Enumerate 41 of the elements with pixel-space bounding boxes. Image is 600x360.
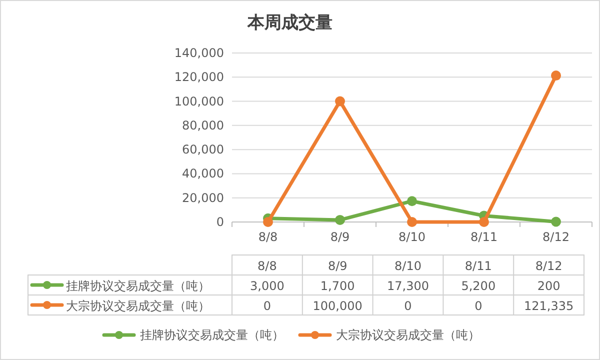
category-label: 8/9 (328, 259, 348, 273)
y-tick-label: 80,000 (182, 118, 224, 132)
y-tick-label: 120,000 (174, 70, 224, 84)
y-tick-label: 140,000 (174, 46, 224, 60)
data-label: 200 (537, 279, 560, 293)
y-tick-label: 40,000 (182, 166, 224, 181)
text: 大宗协议交易成交量（吨） (336, 328, 480, 342)
point (407, 217, 417, 227)
text: 挂牌协议交易成交量（吨） (140, 328, 284, 342)
point (551, 70, 561, 81)
x-tick-label: 8/12 (542, 230, 570, 244)
point (263, 217, 273, 227)
category-label: 8/10 (394, 259, 422, 273)
point (335, 96, 345, 106)
legend-label: 大宗协议交易成交量（吨） (66, 299, 210, 313)
data-label: 121,335 (524, 299, 574, 313)
legend-label: 挂牌协议交易成交量（吨） (66, 279, 210, 293)
data-label: 1,700 (320, 279, 355, 293)
data-label: 5,200 (461, 279, 496, 293)
data-label: 17,300 (387, 279, 429, 293)
category-label: 8/11 (464, 259, 492, 273)
data-label: 0 (404, 299, 412, 313)
y-tick-label: 60,000 (182, 142, 224, 157)
category-label: 8/12 (535, 259, 562, 273)
point (335, 214, 345, 225)
data-label: 0 (474, 299, 482, 313)
y-tick-label: 100,000 (174, 94, 224, 108)
data-label: 3,000 (250, 279, 284, 293)
x-tick-label: 8/9 (330, 230, 350, 244)
x-tick-label: 8/8 (258, 230, 278, 244)
category-label: 8/8 (258, 259, 277, 273)
y-tick-label: 0 (216, 215, 224, 229)
x-tick-label: 8/11 (470, 230, 498, 244)
chart-title: 本周成交量 (246, 13, 332, 33)
data-label: 100,000 (312, 299, 362, 313)
data-label: 0 (263, 299, 272, 313)
point (551, 216, 561, 227)
y-tick-label: 20,000 (182, 190, 224, 205)
point (407, 196, 417, 206)
point (479, 217, 489, 227)
x-tick-label: 8/10 (398, 230, 426, 244)
